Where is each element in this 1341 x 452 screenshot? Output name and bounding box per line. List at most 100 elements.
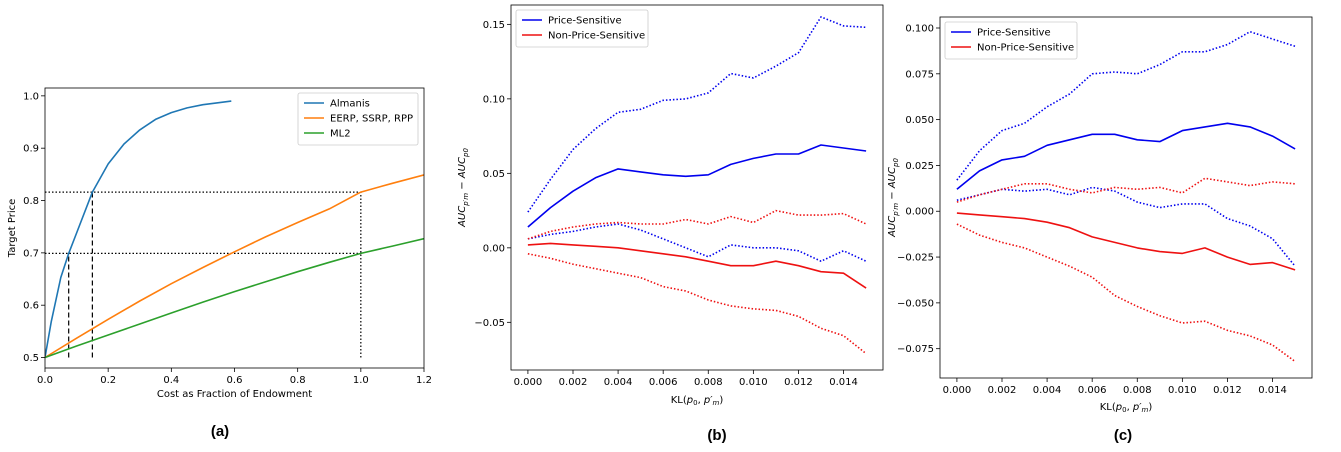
- y-tick-label: 0.8: [23, 196, 39, 207]
- y-tick-label: 1.0: [23, 91, 39, 102]
- x-tick-label: 0.006: [649, 377, 678, 388]
- y-axis-label-part: −: [457, 178, 468, 193]
- y-tick-label: 0.05: [483, 169, 505, 180]
- x-axis-label: KL(p0, p′m): [671, 395, 724, 407]
- legend-label: Non-Price-Sensitive: [977, 43, 1074, 54]
- x-axis-label-part: m: [1142, 406, 1149, 414]
- legend-box: [297, 92, 419, 146]
- x-tick-label: 1.0: [353, 375, 369, 386]
- panel-caption: (b): [707, 427, 726, 444]
- series-bound-line: [527, 209, 867, 240]
- axes-frame: [939, 16, 1313, 379]
- x-tick-label: 0.006: [1078, 385, 1107, 396]
- y-tick-label: 0.025: [905, 161, 934, 172]
- y-axis-label-part: p′m: [892, 203, 900, 217]
- panel-c: 0.000 0.002 0.004 0.006 0.008 0.010 0.012 0.014…: [887, 16, 1313, 444]
- series-line-almanis: [45, 100, 232, 358]
- legend-label: EERP, SSRP, RPP: [330, 114, 413, 125]
- panel-b: 0.000 0.002 0.004 0.006 0.008 0.010 0.012 0.014…: [457, 4, 884, 444]
- y-tick-label: 0.7: [23, 248, 39, 259]
- x-tick-label: 0.8: [290, 375, 306, 386]
- x-axis-label-part: ): [719, 395, 723, 406]
- x-axis-label-part: p: [686, 395, 693, 406]
- series-bound-line: [527, 223, 867, 263]
- x-tick-label: 0.004: [1033, 385, 1062, 396]
- y-axis-label-part: p0: [462, 148, 470, 158]
- legend-label: Price-Sensitive: [548, 16, 622, 27]
- legend-label: Price-Sensitive: [977, 28, 1051, 39]
- x-axis-label-part: p′: [1132, 402, 1142, 413]
- axes-frame: [510, 4, 884, 371]
- y-tick-label: 0.050: [905, 115, 934, 126]
- x-axis-label-part: ,: [698, 395, 704, 406]
- x-tick-label: 0.014: [829, 377, 858, 388]
- series-line-ml2: [45, 237, 424, 359]
- y-axis-label-part: −: [887, 188, 898, 203]
- y-tick-label: −0.025: [897, 253, 934, 264]
- y-axis-label-part: AUC: [887, 167, 898, 189]
- legend-label: Non-Price-Sensitive: [548, 31, 645, 42]
- legend-box: [515, 9, 649, 48]
- x-axis-label: KL(p0, p′m): [1100, 402, 1153, 414]
- series-line-eerp-ssrp-rpp: [45, 174, 424, 359]
- x-tick-label: 0.000: [514, 377, 543, 388]
- y-tick-label: −0.050: [897, 298, 934, 309]
- y-axis-label-part: AUC: [457, 206, 468, 228]
- x-tick-label: 0.008: [1123, 385, 1152, 396]
- x-axis-label-part: KL(: [1100, 402, 1116, 413]
- panel-caption: (a): [211, 423, 229, 440]
- x-tick-label: 0.6: [227, 375, 243, 386]
- y-axis-label-part: AUC: [457, 157, 468, 179]
- x-tick-label: 0.0: [37, 375, 53, 386]
- series-line-non-price-sensitive: [956, 212, 1296, 271]
- x-axis-label-part: 0: [693, 399, 697, 407]
- x-tick-label: 0.004: [604, 377, 633, 388]
- y-tick-label: 0.15: [483, 20, 505, 31]
- x-axis-label-part: KL(: [671, 395, 687, 406]
- y-axis-label: AUCp′m − AUCp0: [887, 158, 900, 238]
- x-tick-label: 0.008: [694, 377, 723, 388]
- x-tick-label: 1.2: [416, 375, 432, 386]
- series-line-price-sensitive: [527, 144, 867, 228]
- series-bound-line: [527, 16, 867, 213]
- x-tick-label: 0.012: [784, 377, 813, 388]
- x-axis-label-part: p: [1115, 402, 1122, 413]
- x-tick-label: 0.4: [163, 375, 179, 386]
- y-tick-label: 0.10: [483, 94, 505, 105]
- x-axis-label-part: m: [713, 399, 720, 407]
- x-tick-label: 0.010: [739, 377, 768, 388]
- y-axis-label-part: p′m: [462, 193, 470, 207]
- y-tick-label: 0.6: [23, 301, 39, 312]
- x-axis-label: Cost as Fraction of Endowment: [157, 389, 312, 400]
- x-tick-label: 0.002: [559, 377, 588, 388]
- y-axis-label-part: AUC: [887, 216, 898, 238]
- x-tick-label: 0.012: [1213, 385, 1242, 396]
- y-axis-label-part: p0: [892, 158, 900, 168]
- x-axis-label-part: 0: [1122, 406, 1126, 414]
- legend-box: [944, 21, 1078, 60]
- x-tick-label: 0.014: [1258, 385, 1287, 396]
- y-tick-label: 0.5: [23, 353, 39, 364]
- y-tick-label: 0.9: [23, 144, 39, 155]
- y-axis-label: Target Price: [7, 199, 18, 259]
- series-line-price-sensitive: [956, 122, 1296, 190]
- series-bound-line: [956, 177, 1296, 203]
- legend-label: Almanis: [330, 99, 370, 110]
- series-bound-line: [956, 223, 1296, 363]
- plot-area: [527, 16, 867, 355]
- y-tick-label: −0.05: [474, 318, 505, 329]
- series-bound-line: [956, 186, 1296, 267]
- x-axis-label-part: p′: [703, 395, 713, 406]
- plot-area: [956, 30, 1296, 363]
- x-tick-label: 0.2: [100, 375, 116, 386]
- series-line-non-price-sensitive: [527, 242, 867, 289]
- y-tick-label: 0.000: [905, 207, 934, 218]
- x-tick-label: 0.002: [988, 385, 1017, 396]
- plot-area: [45, 100, 424, 359]
- y-tick-label: 0.075: [905, 69, 934, 80]
- x-axis-label-part: ): [1148, 402, 1152, 413]
- y-tick-label: −0.075: [897, 344, 934, 355]
- x-axis-label-part: ,: [1127, 402, 1133, 413]
- legend-label: ML2: [330, 129, 351, 140]
